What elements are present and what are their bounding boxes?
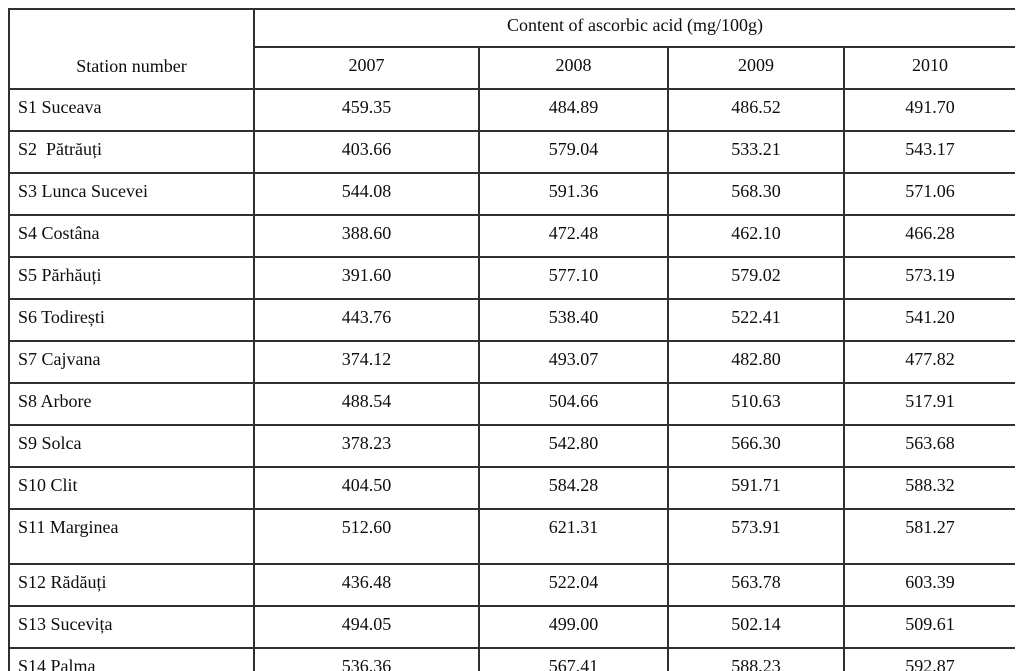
value-cell: 488.54 — [253, 382, 480, 426]
value-cell: 592.87 — [843, 647, 1015, 671]
station-name-cell: S9 Solca — [8, 424, 255, 468]
header-row-years: 2007 2008 2009 2010 — [9, 46, 1015, 90]
value-cell: 499.00 — [478, 605, 669, 649]
value-cell: 568.30 — [667, 172, 845, 216]
station-name-cell: S5 Părhăuți — [8, 256, 255, 300]
year-header: 2009 — [667, 46, 845, 90]
station-name-cell: S10 Clit — [8, 466, 255, 510]
table-row: S6 Todirești 443.76 538.40 522.41 541.20 — [8, 298, 1015, 342]
value-cell: 477.82 — [843, 340, 1015, 384]
value-cell: 491.70 — [843, 88, 1015, 132]
value-cell: 543.17 — [843, 130, 1015, 174]
value-cell: 621.31 — [478, 508, 669, 565]
table-row: S9 Solca 378.23 542.80 566.30 563.68 — [8, 424, 1015, 468]
station-name-cell: S13 Sucevița — [8, 605, 255, 649]
station-name-cell: S14 Palma — [8, 647, 255, 671]
value-cell: 541.20 — [843, 298, 1015, 342]
value-cell: 517.91 — [843, 382, 1015, 426]
value-cell: 443.76 — [253, 298, 480, 342]
value-cell: 567.41 — [478, 647, 669, 671]
table-body: S1 Suceava 459.35 484.89 486.52 491.70 S2 Păt… — [8, 88, 1015, 671]
station-name-cell: S4 Costâna — [8, 214, 255, 258]
year-header: 2008 — [478, 46, 669, 90]
table-row: S12 Rădăuți 436.48 522.04 563.78 603.39 — [8, 563, 1015, 607]
value-cell: 563.78 — [667, 563, 845, 607]
value-cell: 403.66 — [253, 130, 480, 174]
station-number-header: Station number — [8, 8, 255, 90]
value-cell: 504.66 — [478, 382, 669, 426]
value-cell: 591.71 — [667, 466, 845, 510]
table-row: S3 Lunca Sucevei 544.08 591.36 568.30 571.06 — [8, 172, 1015, 216]
year-header: 2007 — [253, 46, 480, 90]
value-cell: 542.80 — [478, 424, 669, 468]
value-cell: 584.28 — [478, 466, 669, 510]
value-cell: 588.32 — [843, 466, 1015, 510]
value-cell: 494.05 — [253, 605, 480, 649]
table-row: S7 Cajvana 374.12 493.07 482.80 477.82 — [8, 340, 1015, 384]
value-cell: 573.91 — [667, 508, 845, 565]
value-cell: 577.10 — [478, 256, 669, 300]
table-row: S4 Costâna 388.60 472.48 462.10 466.28 — [8, 214, 1015, 258]
value-cell: 603.39 — [843, 563, 1015, 607]
station-name-cell: S2 Pătrăuți — [8, 130, 255, 174]
station-name-cell: S8 Arbore — [8, 382, 255, 426]
table-row: S14 Palma 536.36 567.41 588.23 592.87 — [8, 647, 1015, 671]
value-cell: 538.40 — [478, 298, 669, 342]
value-cell: 563.68 — [843, 424, 1015, 468]
table-row: S11 Marginea 512.60 621.31 573.91 581.27 — [8, 508, 1015, 565]
value-cell: 522.41 — [667, 298, 845, 342]
value-cell: 462.10 — [667, 214, 845, 258]
value-cell: 391.60 — [253, 256, 480, 300]
value-cell: 591.36 — [478, 172, 669, 216]
value-cell: 493.07 — [478, 340, 669, 384]
table-row: S1 Suceava 459.35 484.89 486.52 491.70 — [8, 88, 1015, 132]
table-row: S13 Sucevița 494.05 499.00 502.14 509.61 — [8, 605, 1015, 649]
value-cell: 459.35 — [253, 88, 480, 132]
value-cell: 436.48 — [253, 563, 480, 607]
value-cell: 581.27 — [843, 508, 1015, 565]
value-cell: 512.60 — [253, 508, 480, 565]
value-cell: 404.50 — [253, 466, 480, 510]
content-span-header: Content of ascorbic acid (mg/100g) — [253, 8, 1015, 48]
value-cell: 484.89 — [478, 88, 669, 132]
value-cell: 579.02 — [667, 256, 845, 300]
value-cell: 374.12 — [253, 340, 480, 384]
value-cell: 482.80 — [667, 340, 845, 384]
year-header: 2010 — [843, 46, 1015, 90]
value-cell: 486.52 — [667, 88, 845, 132]
station-name-cell: S6 Todirești — [8, 298, 255, 342]
value-cell: 588.23 — [667, 647, 845, 671]
value-cell: 566.30 — [667, 424, 845, 468]
value-cell: 378.23 — [253, 424, 480, 468]
table-row: S10 Clit 404.50 584.28 591.71 588.32 — [8, 466, 1015, 510]
station-name-cell: S12 Rădăuți — [8, 563, 255, 607]
station-name-cell: S3 Lunca Sucevei — [8, 172, 255, 216]
value-cell: 466.28 — [843, 214, 1015, 258]
station-name-cell: S7 Cajvana — [8, 340, 255, 384]
table-row: S5 Părhăuți 391.60 577.10 579.02 573.19 — [8, 256, 1015, 300]
value-cell: 536.36 — [253, 647, 480, 671]
value-cell: 573.19 — [843, 256, 1015, 300]
value-cell: 510.63 — [667, 382, 845, 426]
table-row: S8 Arbore 488.54 504.66 510.63 517.91 — [8, 382, 1015, 426]
header-row-top: Station number Content of ascorbic acid … — [8, 8, 1015, 90]
station-name-cell: S11 Marginea — [8, 508, 255, 565]
value-cell: 579.04 — [478, 130, 669, 174]
value-cell: 544.08 — [253, 172, 480, 216]
table-row: S2 Pătrăuți 403.66 579.04 533.21 543.17 — [8, 130, 1015, 174]
value-cell: 509.61 — [843, 605, 1015, 649]
ascorbic-acid-table: Station number Content of ascorbic acid … — [8, 8, 1015, 671]
value-cell: 388.60 — [253, 214, 480, 258]
value-cell: 533.21 — [667, 130, 845, 174]
value-cell: 472.48 — [478, 214, 669, 258]
value-cell: 502.14 — [667, 605, 845, 649]
value-cell: 522.04 — [478, 563, 669, 607]
value-cell: 571.06 — [843, 172, 1015, 216]
station-name-cell: S1 Suceava — [8, 88, 255, 132]
